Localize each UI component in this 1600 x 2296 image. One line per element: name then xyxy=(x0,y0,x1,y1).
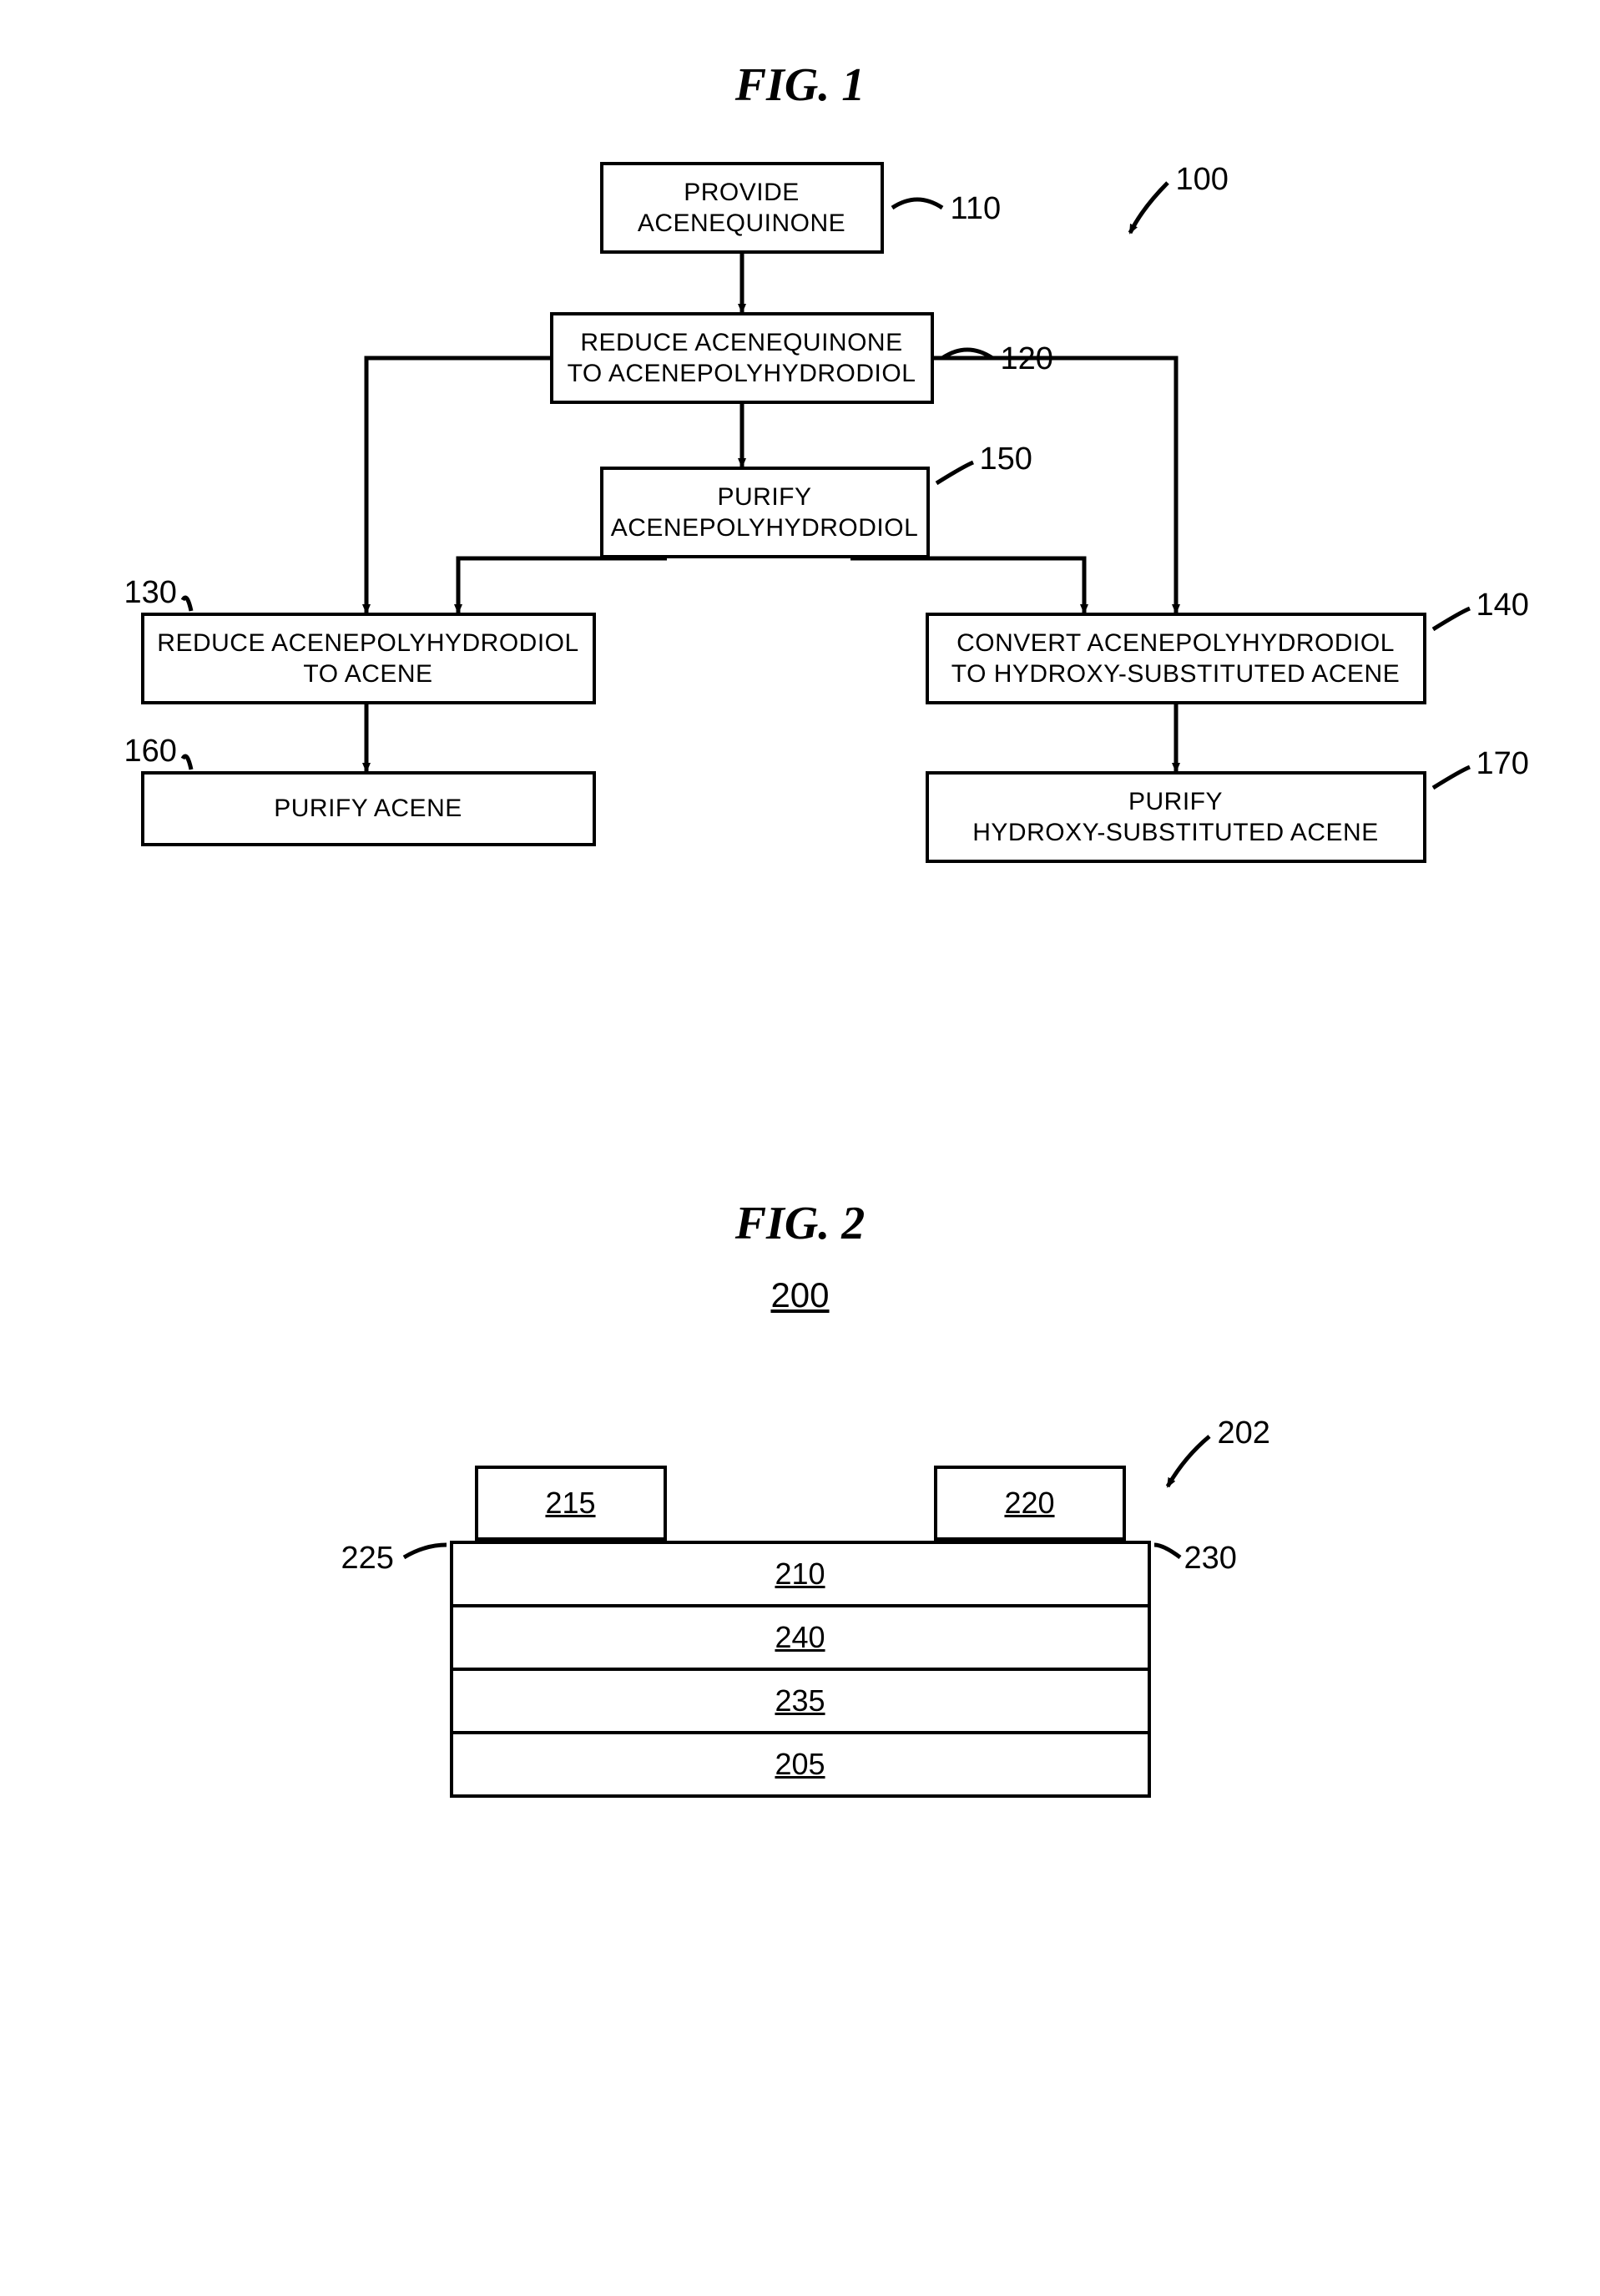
side-label-230: 230 xyxy=(1184,1541,1237,1577)
node-label-110: 110 xyxy=(951,191,1002,227)
fig2-title: FIG. 2 xyxy=(33,1197,1567,1250)
fig1-ref-label: 100 xyxy=(1176,162,1229,198)
fig1-title: FIG. 1 xyxy=(33,58,1567,112)
layer-235: 235 xyxy=(450,1668,1151,1734)
layer-205: 205 xyxy=(450,1731,1151,1798)
flow-node-120: REDUCE ACENEQUINONETO ACENEPOLYHYDRODIOL xyxy=(550,312,934,404)
node-label-140: 140 xyxy=(1476,588,1529,623)
fig2-ref-200: 200 xyxy=(33,1275,1567,1315)
layer-240: 240 xyxy=(450,1604,1151,1671)
fig2-ref-label: 202 xyxy=(1218,1415,1270,1451)
node-label-170: 170 xyxy=(1476,746,1529,782)
layer-220: 220 xyxy=(934,1466,1126,1541)
flow-node-170: PURIFYHYDROXY-SUBSTITUTED ACENE xyxy=(926,771,1426,863)
node-label-150: 150 xyxy=(980,442,1032,477)
fig1-diagram: 100 PROVIDEACENEQUINONE 110 REDUCE ACENEQUI… xyxy=(83,137,1518,955)
flow-node-150: PURIFYACENEPOLYHYDRODIOL xyxy=(600,467,930,558)
flow-node-130: REDUCE ACENEPOLYHYDRODIOLTO ACENE xyxy=(141,613,596,704)
side-label-225: 225 xyxy=(341,1541,394,1577)
node-label-130: 130 xyxy=(124,575,177,611)
flow-node-110: PROVIDEACENEQUINONE xyxy=(600,162,884,254)
layer-215: 215 xyxy=(475,1466,667,1541)
layer-210: 210 xyxy=(450,1541,1151,1607)
flow-node-140: CONVERT ACENEPOLYHYDRODIOLTO HYDROXY-SUB… xyxy=(926,613,1426,704)
node-label-120: 120 xyxy=(1001,341,1053,377)
fig2-diagram: 202 215 220210240235205 225 230 xyxy=(83,1332,1518,1849)
node-label-160: 160 xyxy=(124,734,177,770)
flow-node-160: PURIFY ACENE xyxy=(141,771,596,846)
